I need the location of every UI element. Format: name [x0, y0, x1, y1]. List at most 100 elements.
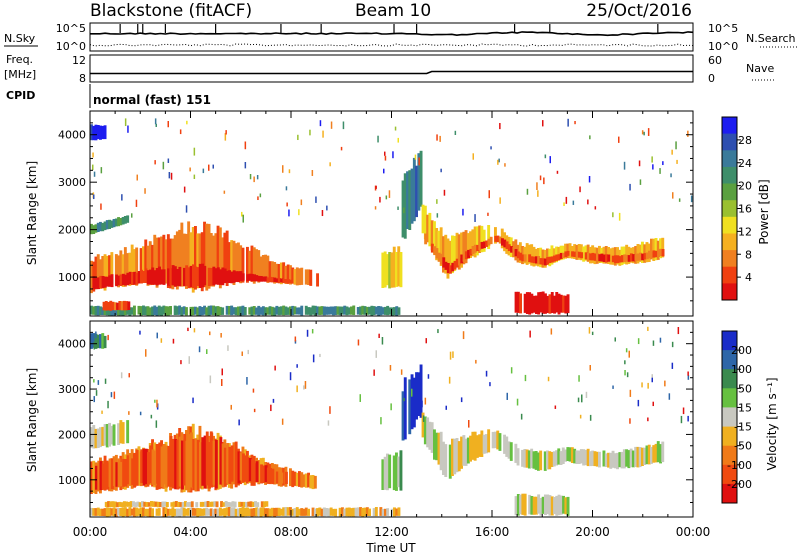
data-band-6-cell	[175, 508, 179, 517]
sparse-echo	[294, 336, 297, 342]
sparse-echo	[588, 176, 591, 183]
data-band-7-cell	[122, 501, 126, 508]
data-band-1-cell	[90, 461, 93, 494]
sparse-echo	[411, 388, 413, 397]
count-tick-left-high: 10^5	[56, 22, 86, 35]
data-band-2-cell	[140, 449, 144, 484]
sparse-echo	[487, 212, 489, 216]
data-band-6-cell	[223, 508, 227, 517]
data-band-2-cell	[155, 268, 159, 286]
sparse-echo	[594, 206, 597, 210]
data-band-2-cell	[262, 276, 265, 282]
data-band-6-cell	[521, 254, 525, 262]
data-band-7-cell	[96, 305, 100, 316]
sparse-echo	[421, 400, 423, 408]
data-band-3-cell	[392, 455, 396, 491]
data-band-1-cell	[291, 267, 295, 284]
data-band-6-cell	[368, 508, 371, 516]
data-band-5-cell	[618, 452, 622, 468]
sparse-echo	[624, 370, 626, 376]
data-band-2-cell	[255, 275, 259, 282]
data-band-2-cell	[167, 445, 171, 487]
data-band-1-cell	[257, 460, 261, 485]
data-band-2-cell	[253, 463, 257, 482]
data-band-2-cell	[126, 272, 130, 286]
data-band-6-cell	[372, 508, 376, 517]
data-band-7-cell	[289, 306, 292, 315]
data-band-7-cell	[304, 305, 308, 315]
data-band-6-cell	[553, 255, 556, 262]
data-band-2-cell	[121, 273, 125, 286]
data-band-7-cell	[203, 305, 206, 315]
sparse-echo	[209, 331, 211, 336]
data-band-2-cell	[97, 277, 100, 289]
data-band-6-cell	[616, 255, 620, 263]
data-band-0-cell	[117, 217, 120, 227]
data-band-7-cell	[165, 502, 169, 507]
data-band-2-cell	[214, 440, 218, 489]
data-band-6-cell	[361, 507, 365, 517]
data-band-1-cell	[114, 254, 118, 286]
data-band-5-cell	[464, 230, 468, 264]
sparse-echo	[529, 330, 531, 338]
sparse-echo	[690, 195, 693, 203]
data-band-2-cell	[212, 266, 216, 286]
data-band-2-cell	[106, 276, 109, 287]
data-band-5-cell	[584, 449, 588, 466]
data-band-7-cell	[233, 501, 237, 508]
data-band-7-cell	[152, 501, 156, 507]
data-band-3-cell	[388, 252, 392, 289]
colorbar-swatch	[722, 216, 737, 234]
data-band-8-cell	[535, 496, 538, 515]
data-band-5-cell	[442, 236, 445, 273]
data-band-5-cell	[645, 242, 649, 263]
data-band-5-cell	[548, 451, 552, 470]
data-band-2-cell	[264, 465, 268, 483]
sparse-echo	[462, 331, 465, 340]
data-band-2-cell	[160, 446, 164, 488]
data-band-2-cell	[251, 459, 254, 483]
sparse-echo	[651, 377, 653, 383]
data-band-5-cell	[426, 417, 430, 448]
data-band-6-cell	[596, 253, 599, 261]
data-band-5-cell	[582, 246, 586, 262]
data-band-2-cell	[199, 442, 202, 489]
data-band-0-cell	[126, 420, 130, 444]
data-band-2-cell	[181, 440, 184, 490]
data-band-6-cell	[279, 508, 283, 516]
data-band-5-cell	[469, 231, 472, 258]
data-band-7-cell	[175, 306, 179, 315]
data-band-2-cell	[147, 452, 150, 485]
data-band-2-cell	[171, 265, 175, 286]
data-band-0-cell	[105, 424, 109, 448]
data-band-5-cell	[589, 451, 592, 467]
sparse-echo	[189, 167, 191, 172]
colorbar-tick-label: -200	[727, 478, 752, 491]
sparse-echo	[187, 327, 189, 332]
colorbar-swatch	[722, 150, 737, 168]
data-band-7-cell	[277, 306, 281, 316]
data-band-1-cell	[239, 245, 243, 284]
sparse-echo	[193, 147, 196, 156]
sparse-echo	[179, 129, 182, 135]
data-band-6-cell	[435, 248, 439, 259]
data-band-5-cell	[423, 416, 427, 445]
data-band-1-cell	[155, 237, 159, 288]
sparse-echo	[468, 420, 470, 428]
data-band-6-cell	[395, 508, 399, 516]
sparse-echo	[294, 340, 297, 344]
data-band-5-cell	[482, 434, 486, 454]
data-band-7-cell	[121, 307, 125, 316]
sparse-echo	[127, 125, 129, 133]
data-band-1-cell	[103, 254, 107, 291]
sparse-echo	[419, 370, 422, 379]
data-band-0-cell	[94, 428, 98, 449]
data-band-8-cell	[537, 292, 541, 315]
data-band-4-cell	[401, 180, 405, 238]
data-band-6-cell	[327, 508, 331, 517]
sparse-echo	[618, 136, 620, 143]
data-band-2-cell	[183, 433, 187, 486]
sparse-echo	[625, 348, 628, 353]
data-band-6-cell	[483, 241, 486, 249]
data-band-5-cell	[455, 438, 459, 473]
